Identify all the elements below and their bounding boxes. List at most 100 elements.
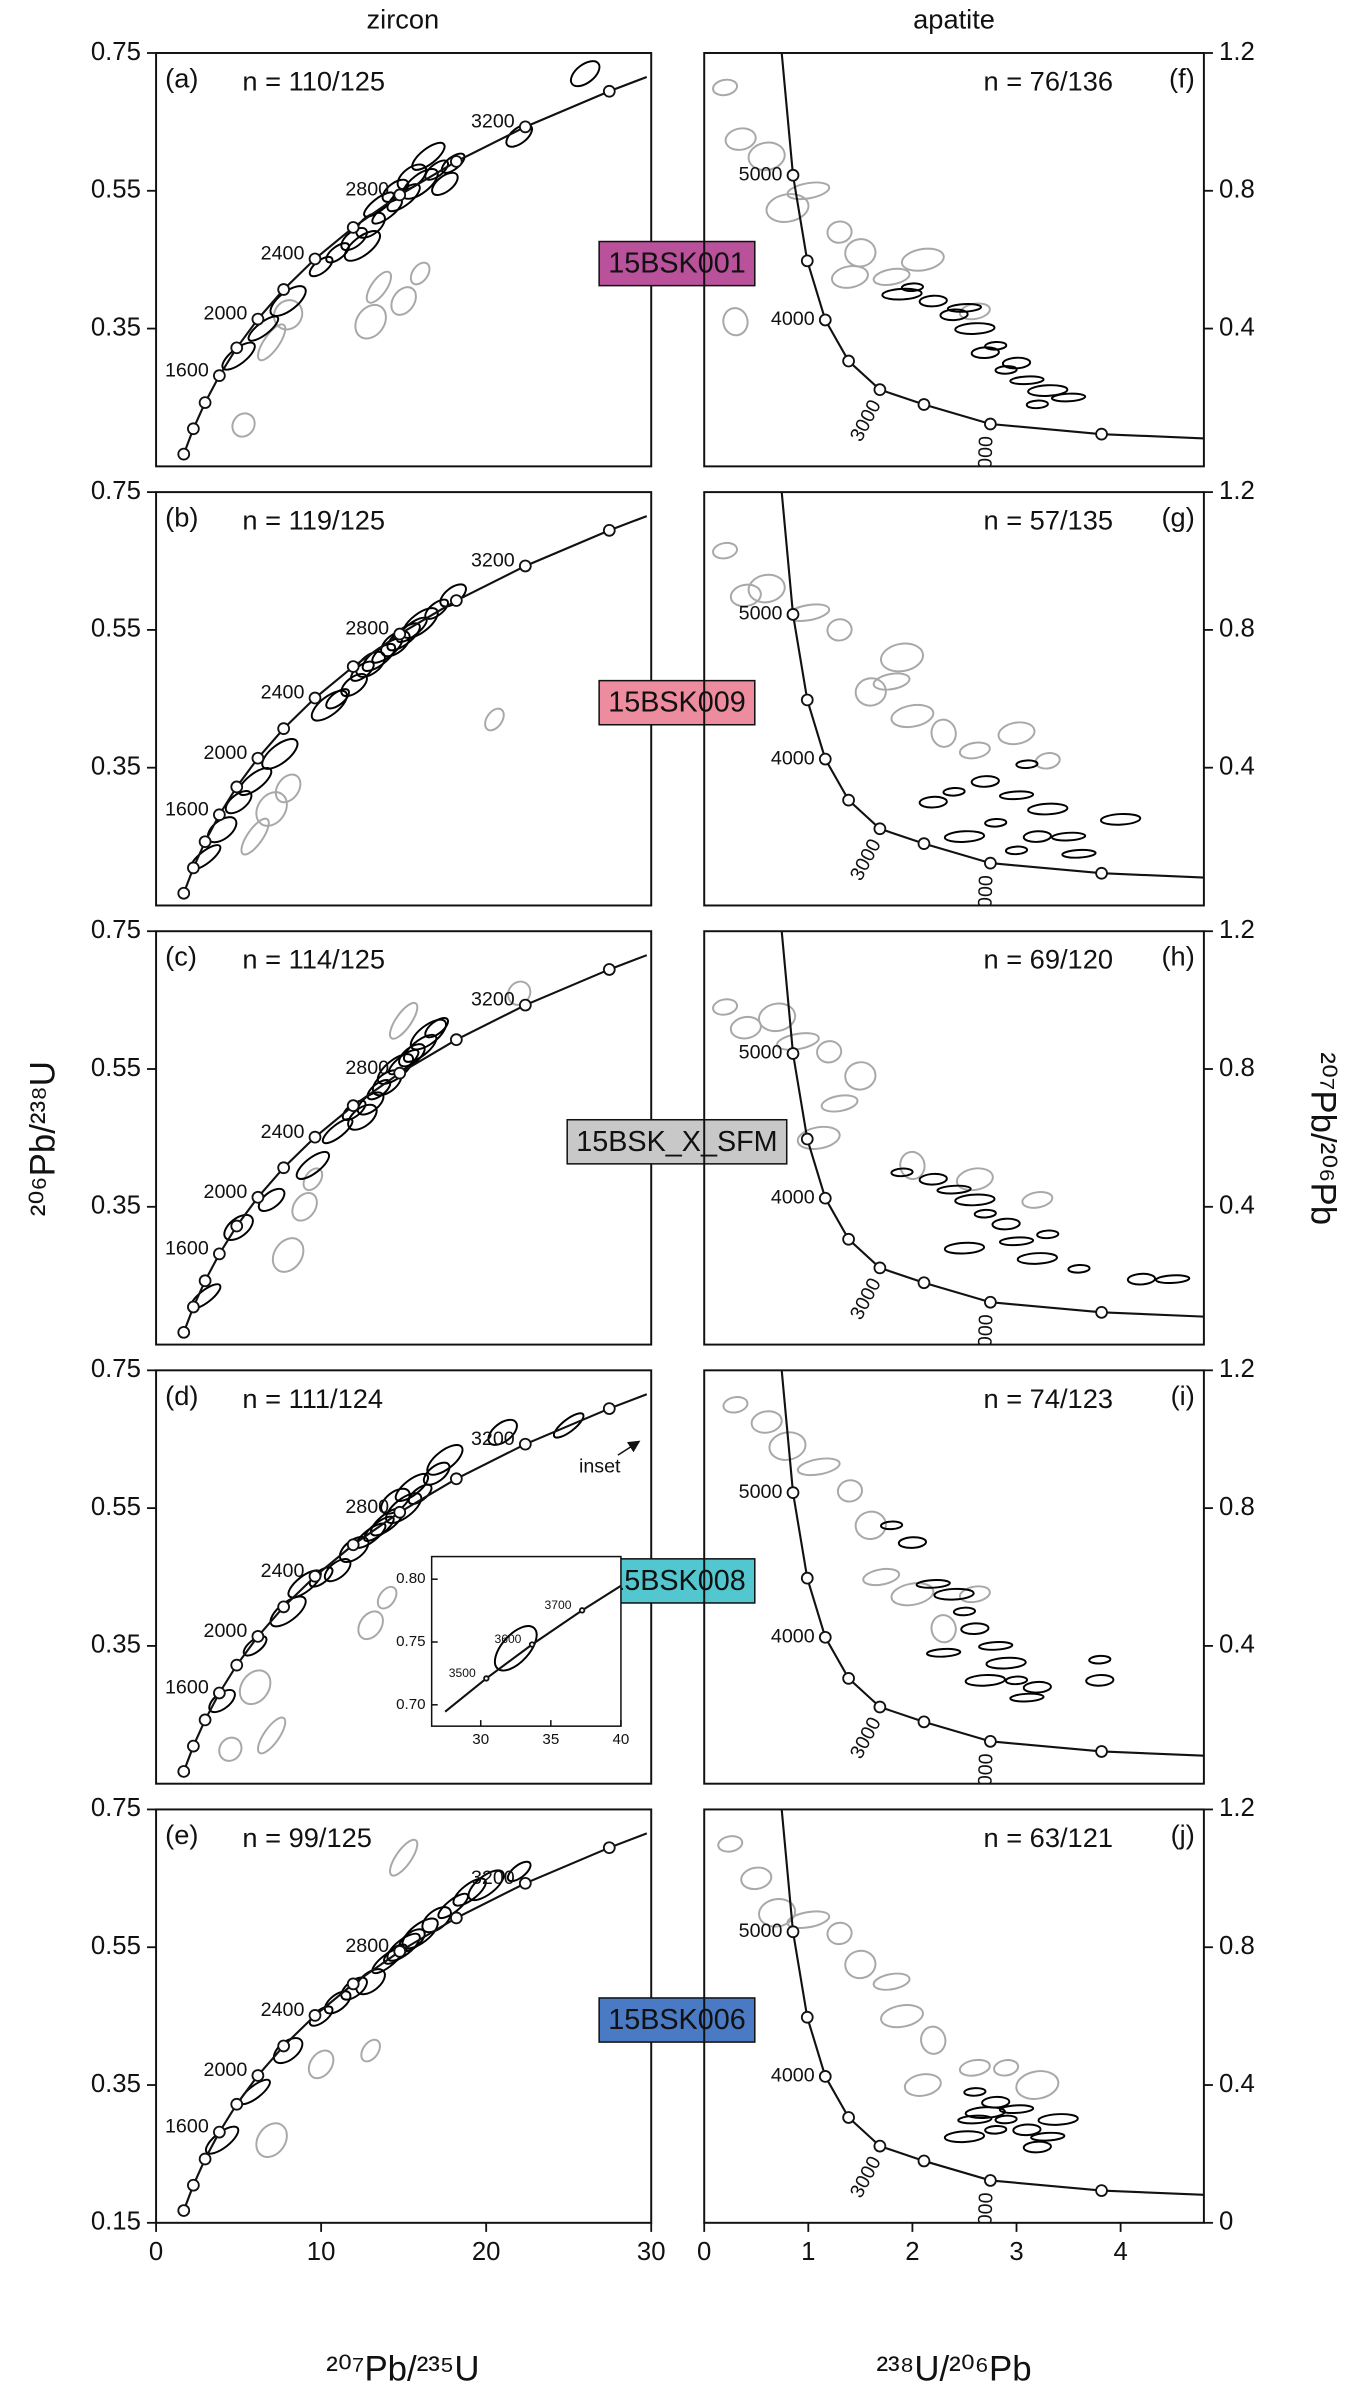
panel-label: (a) [165, 62, 198, 93]
data-ellipse [218, 1736, 243, 1762]
plot-area: 2000 3000 4000 5000 [712, 931, 1204, 1345]
data-ellipse [1004, 1675, 1029, 1686]
y-tick-label: 0.15 [91, 2208, 141, 2236]
panel-label: (c) [165, 941, 197, 972]
y-tick-label: 1.2 [1219, 1355, 1255, 1383]
data-ellipse [722, 307, 749, 337]
concordia-marker [449, 1033, 463, 1047]
panel-label: (f) [1169, 62, 1195, 93]
concordia-marker [393, 1066, 407, 1080]
y-tick-label: 0.35 [91, 1192, 141, 1220]
y-tick-label: 1.2 [1219, 38, 1255, 66]
concordia-marker [213, 1686, 226, 1700]
data-ellipse [1009, 375, 1045, 386]
data-ellipse [724, 127, 757, 151]
data-ellipse [844, 238, 877, 268]
data-ellipse [1004, 845, 1029, 856]
data-ellipse [1061, 848, 1097, 859]
data-ellipse [826, 618, 853, 642]
data-ellipse [872, 1972, 911, 1991]
data-ellipse [758, 1898, 797, 1928]
data-ellipse [390, 286, 417, 316]
age-label: 2000 [974, 2192, 998, 2237]
concordia-marker [198, 1713, 212, 1727]
data-ellipse [1050, 392, 1087, 403]
data-ellipse [376, 1585, 398, 1610]
concordia-marker [187, 861, 200, 875]
concordia-marker [602, 1841, 616, 1855]
concordia-marker [578, 1607, 586, 1614]
concordia-marker [277, 722, 291, 735]
concordia-marker [602, 963, 616, 976]
age-label: 3000 [846, 1714, 886, 1763]
y-tick-label: 0.8 [1219, 615, 1255, 643]
data-ellipse [978, 1641, 1014, 1651]
concordia-marker [842, 2111, 855, 2124]
plot-area: 1600 2000 2400 2800 3200 [165, 1832, 648, 2217]
concordia-marker [346, 1099, 360, 1113]
data-ellipse [881, 287, 923, 301]
panel-frame [703, 491, 1205, 907]
age-label: 2800 [345, 1935, 389, 1957]
data-ellipse [897, 1536, 928, 1549]
inset-frame [430, 1555, 622, 1727]
data-ellipse [915, 1579, 951, 1589]
data-ellipse [256, 1716, 287, 1755]
data-ellipse [998, 790, 1035, 801]
age-label: 2000 [204, 742, 248, 764]
concordia-curve [780, 931, 1204, 1318]
concordia-marker [984, 856, 997, 870]
concordia-marker [393, 1505, 407, 1519]
concordia-marker [198, 2152, 212, 2166]
concordia-marker [393, 1945, 407, 1958]
data-ellipse [409, 1018, 448, 1051]
concordia-marker [177, 2204, 191, 2217]
data-ellipse [357, 1610, 384, 1641]
data-ellipse [1015, 2070, 1060, 2100]
sample-label: 15BSK009 [608, 687, 745, 719]
panel-label: (j) [1171, 1819, 1195, 1850]
data-ellipse [765, 193, 810, 223]
age-label: 2000 [204, 2059, 248, 2081]
data-ellipse [954, 1193, 996, 1207]
column-title: apatite [913, 3, 995, 34]
age-label: 1600 [165, 2116, 209, 2138]
y-tick-label: 0.55 [91, 615, 141, 643]
data-ellipse [758, 1002, 797, 1033]
concordia-marker [230, 341, 244, 355]
age-label: 2000 [204, 1620, 248, 1642]
data-ellipse [890, 1167, 914, 1178]
age-label: 4000 [771, 2065, 815, 2087]
age-label: 4000 [771, 747, 815, 769]
annotation: inset [579, 1455, 621, 1477]
data-ellipse [712, 78, 739, 97]
x-tick-label: 2 [905, 2238, 919, 2266]
data-ellipse [994, 2114, 1018, 2125]
data-ellipse [991, 1217, 1021, 1231]
x-axis-label: ²⁰⁷Pb/²³⁵U [326, 2349, 479, 2388]
n-label: n = 111/124 [242, 1383, 383, 1414]
data-ellipse [747, 141, 786, 172]
data-ellipse [900, 282, 924, 293]
concordia-marker [308, 2009, 322, 2022]
data-ellipse [240, 817, 270, 856]
concordia-marker [984, 2174, 997, 2187]
data-ellipse [964, 1673, 1006, 1687]
data-ellipse [958, 741, 991, 760]
data-ellipse [431, 171, 459, 196]
data-ellipse [354, 303, 387, 340]
annotation-arrow [617, 1440, 641, 1456]
plot-area: 1600 2000 2400 2800 3200 [165, 1393, 648, 1778]
data-ellipse [271, 1237, 305, 1273]
data-ellipse [786, 1910, 831, 1929]
age-label: 5000 [739, 1481, 783, 1503]
y-tick-label: 1.2 [1219, 1794, 1255, 1822]
data-ellipse [506, 1860, 532, 1883]
n-label: n = 63/121 [983, 1822, 1113, 1853]
x-tick-label: 0 [149, 2238, 163, 2266]
concordia-marker [177, 1765, 191, 1778]
concordia-marker [1095, 2184, 1108, 2197]
data-ellipse [943, 2130, 986, 2144]
data-ellipse [398, 1043, 426, 1068]
data-ellipse [985, 1656, 1027, 1670]
